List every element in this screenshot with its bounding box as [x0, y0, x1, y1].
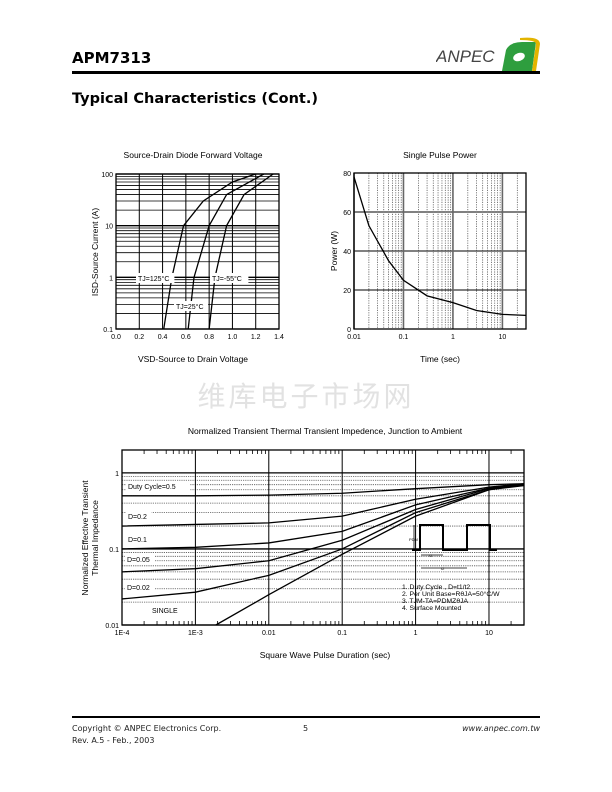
plot-frame: [115, 173, 280, 330]
x-tick-label: 1: [414, 630, 418, 637]
series-label-bg: [125, 582, 155, 592]
watermark: 维库电子市场网: [197, 380, 415, 413]
y-axis-label: Power (W): [329, 231, 339, 271]
section-title: Typical Characteristics (Cont.): [72, 91, 318, 107]
series-line-duty-cycle-0-5: [122, 483, 525, 497]
x-tick-label: 1E-4: [115, 630, 130, 637]
series-label: SINGLE: [152, 608, 178, 615]
x-tick-label: 0.1: [337, 630, 347, 637]
x-tick-label: 1E-3: [188, 630, 203, 637]
series-label: Duty Cycle=0.5: [128, 484, 176, 491]
footer-rule: [72, 716, 540, 718]
y-tick-label: 80: [343, 171, 351, 178]
y-tick-label: 0.01: [105, 623, 119, 630]
series-label: TJ=-55°C: [212, 275, 242, 283]
note-4: 4. Surface Mounted: [402, 605, 462, 612]
y-axis-label-line1: Normalized Effective Transient: [80, 480, 90, 596]
revision: Rev. A.5 - Feb., 2003: [72, 736, 155, 745]
series-label-bg: [126, 481, 191, 491]
series-line-d-0-05: [121, 484, 525, 573]
diode-forward-voltage-chart: Source-Drain Diode Forward Voltage VSD-S…: [90, 150, 284, 364]
y-tick-label: 0.1: [103, 327, 113, 334]
x-tick-label: 0.6: [181, 334, 191, 341]
x-tick-label: 1.4: [274, 334, 284, 341]
x-tick-label: 0.1: [399, 334, 409, 341]
x-tick-label: 0.01: [262, 630, 276, 637]
series-line-d-0-02: [121, 484, 525, 600]
pulse-waveform: [412, 524, 497, 551]
header-rule: [72, 71, 540, 74]
x-axis-label: Time (sec): [420, 354, 460, 364]
series-line-single: [215, 484, 525, 626]
x-tick-label: 0.2: [134, 334, 144, 341]
t1-label: t1: [429, 553, 433, 558]
x-tick-label: 1.0: [228, 334, 238, 341]
y-tick-label: 10: [105, 224, 113, 231]
note-3: 3. TJM-TA=PDMZθJA: [402, 598, 468, 605]
series-label-bg: [125, 554, 155, 564]
y-tick-label: 0: [347, 327, 351, 334]
x-axis-label: VSD-Source to Drain Voltage: [138, 354, 248, 364]
website-link[interactable]: www.anpec.com.tw: [462, 724, 540, 733]
series-label: TJ=25°C: [176, 303, 204, 311]
series-label-bg: [136, 273, 175, 283]
series-line-tj-55-c: [208, 173, 274, 330]
x-tick-label: 10: [499, 334, 507, 341]
anpec-logo: ANPEC: [435, 36, 542, 72]
series-label-bg: [126, 534, 152, 544]
x-tick-label: 10: [485, 630, 493, 637]
series-label-bg: [174, 301, 209, 311]
series-label: D=0.05: [127, 557, 150, 564]
part-number: APM7313: [72, 49, 152, 67]
y-tick-label: 0.1: [109, 547, 119, 554]
y-tick-label: 1: [115, 471, 119, 478]
series-line-power: [353, 176, 527, 316]
x-tick-label: 1: [451, 334, 455, 341]
y-tick-label: 100: [101, 172, 113, 179]
series-label: D=0.1: [128, 537, 147, 544]
note-1: 1. Duty Cycle , D=t1/t2: [402, 584, 470, 591]
series-line-tj-25-c: [187, 173, 265, 330]
series-label: D=0.2: [128, 514, 147, 521]
single-pulse-power-chart: Single Pulse Power Time (sec) Power (W) …: [329, 150, 527, 364]
x-tick-label: 0.4: [158, 334, 168, 341]
grid: [353, 172, 527, 330]
series-label-bg: [126, 511, 152, 521]
chart-title: Single Pulse Power: [403, 150, 477, 160]
y-axis-label-line2: Thermal Impedance: [90, 500, 100, 576]
x-tick-label: 0.0: [111, 334, 121, 341]
series-label: TJ=125°C: [138, 275, 169, 283]
transient-thermal-impedance-chart: Normalized Transient Thermal Transient I…: [80, 426, 525, 660]
series-line-d-0-2: [121, 483, 525, 527]
logo-text: ANPEC: [436, 47, 495, 66]
y-tick-label: 20: [343, 288, 351, 295]
plot-frame: [121, 449, 525, 626]
series-label: D=0.02: [127, 585, 150, 592]
series-label-bg: [210, 273, 249, 283]
chart-title: Normalized Transient Thermal Transient I…: [188, 426, 463, 436]
copyright: Copyright © ANPEC Electronics Corp.: [72, 724, 222, 733]
x-tick-label: 1.2: [251, 334, 261, 341]
note-2: 2. Per Unit Base=RθJA=50°C/W: [402, 590, 500, 598]
page-number: 5: [303, 724, 309, 733]
y-tick-label: 1: [109, 275, 113, 282]
t2-label: t2: [441, 566, 445, 571]
x-tick-label: 0.01: [347, 334, 361, 341]
plot-frame: [353, 172, 527, 330]
chart-title: Source-Drain Diode Forward Voltage: [124, 150, 263, 160]
y-tick-label: 60: [343, 210, 351, 217]
y-axis-label: ISD-Source Current (A): [90, 208, 100, 296]
y-tick-label: 40: [343, 249, 351, 256]
x-tick-label: 0.8: [204, 334, 214, 341]
pdm-label: PDM: [409, 537, 418, 542]
x-axis-label: Square Wave Pulse Duration (sec): [260, 650, 391, 660]
